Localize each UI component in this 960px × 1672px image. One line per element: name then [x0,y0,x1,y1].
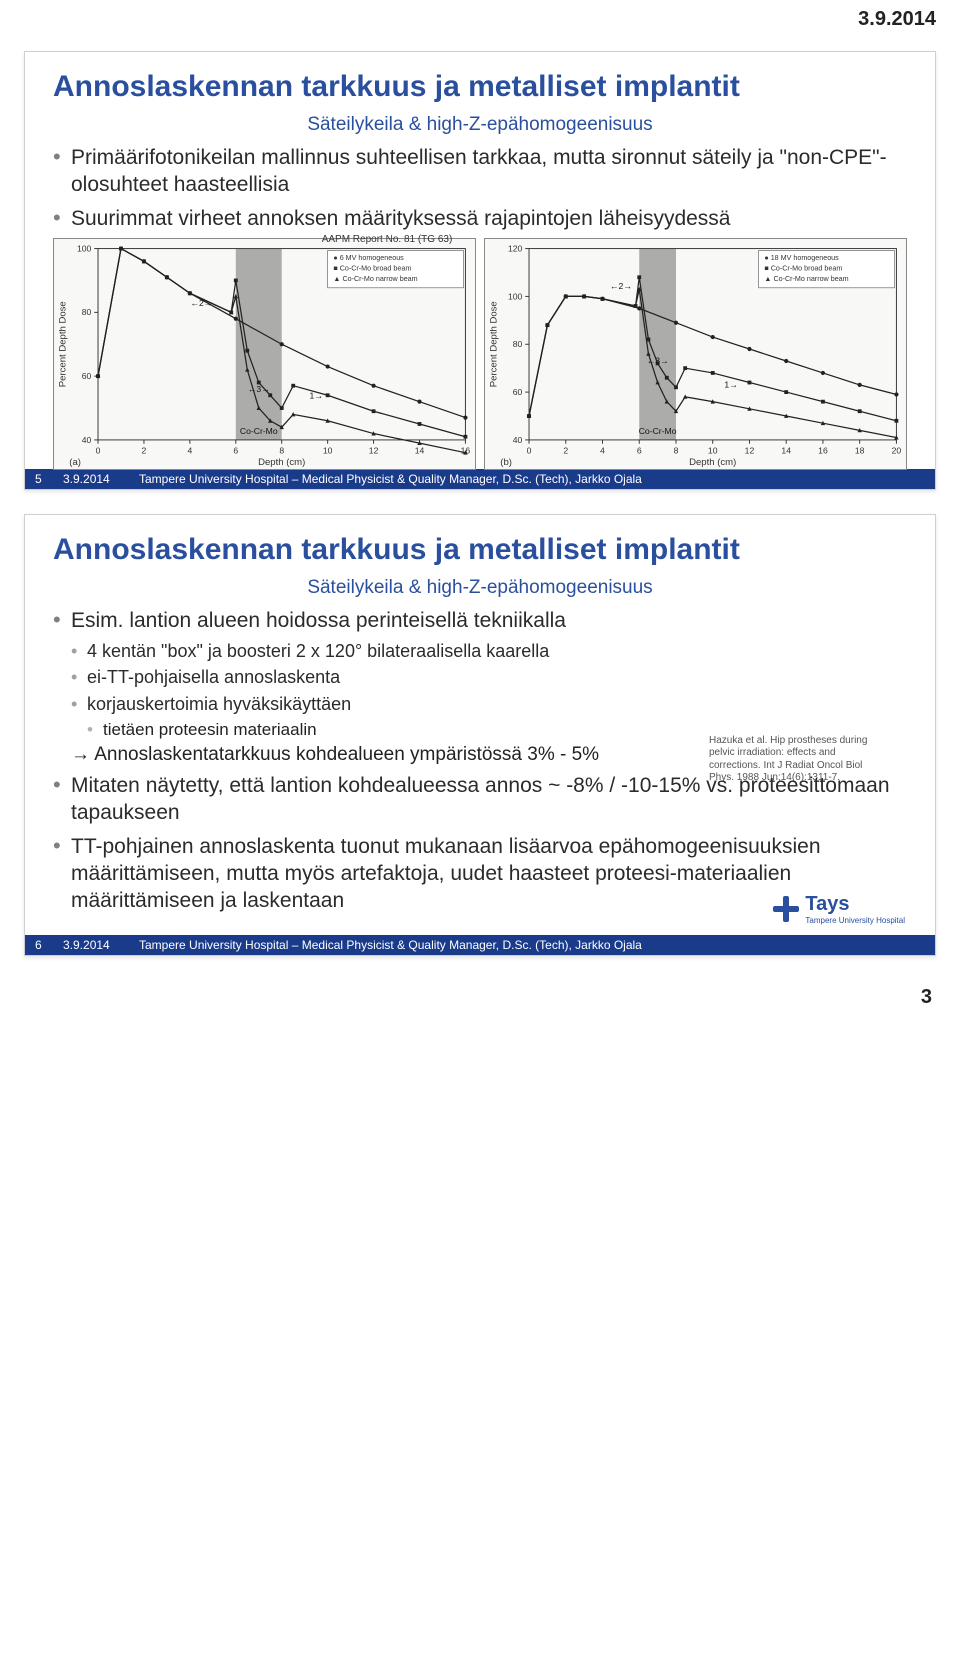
svg-text:(b): (b) [500,457,512,468]
chart-panel-b: 0 2 4 6 8 10 12 14 16 18 20 40 60 80 100 120 Depth (cm) P… [484,238,907,470]
svg-text:0: 0 [96,445,101,455]
page-date-top: 3.9.2014 [0,0,960,35]
svg-text:100: 100 [508,291,523,301]
page-number-bottom: 3 [0,980,960,1017]
svg-text:10: 10 [708,445,718,455]
svg-text:Percent Depth Dose: Percent Depth Dose [488,301,499,387]
chart-panel-a: 0246810121416406080100Depth (cm)Percent … [53,238,476,470]
slide6-s3: korjauskertoimia hyväksikäyttäen [71,693,907,716]
svg-text:12: 12 [745,445,755,455]
svg-text:(a): (a) [69,457,81,468]
svg-text:● 6 MV homogeneous: ● 6 MV homogeneous [333,254,404,262]
slide6-s1: 4 kentän "box" ja boosteri 2 x 120° bila… [71,640,907,663]
slide6-title: Annoslaskennan tarkkuus ja metalliset im… [53,533,907,567]
svg-text:14: 14 [415,445,425,455]
svg-text:120: 120 [508,243,523,253]
svg-text:0: 0 [527,445,532,455]
slide6-footer: 6 3.9.2014 Tampere University Hospital –… [25,935,935,955]
slide5-footer-date: 3.9.2014 [63,472,125,486]
svg-text:2: 2 [563,445,568,455]
svg-text:Co-Cr-Mo: Co-Cr-Mo [639,426,677,436]
svg-text:←2→: ←2→ [610,281,632,291]
slide5-number: 5 [35,472,49,486]
svg-text:6: 6 [637,445,642,455]
svg-text:80: 80 [513,339,523,349]
svg-text:←3→: ←3→ [647,355,669,365]
svg-text:● 18 MV homogeneous: ● 18 MV homogeneous [764,254,839,262]
slide6-b2: Mitaten näytetty, että lantion kohdealue… [53,772,907,827]
svg-text:■ Co-Cr-Mo broad beam: ■ Co-Cr-Mo broad beam [333,264,411,272]
svg-text:6: 6 [233,445,238,455]
svg-text:Depth (cm): Depth (cm) [258,457,305,468]
slide5-footer: 5 3.9.2014 Tampere University Hospital –… [25,469,935,489]
svg-text:Percent Depth Dose: Percent Depth Dose [57,301,68,387]
svg-text:40: 40 [513,435,523,445]
svg-text:16: 16 [818,445,828,455]
svg-text:20: 20 [892,445,902,455]
svg-text:10: 10 [323,445,333,455]
tays-label: Tays [805,893,849,915]
svg-text:60: 60 [513,387,523,397]
svg-text:8: 8 [279,445,284,455]
svg-text:12: 12 [369,445,379,455]
svg-text:8: 8 [674,445,679,455]
svg-text:←3→: ←3→ [248,384,270,394]
svg-text:Depth (cm): Depth (cm) [689,457,736,468]
slide6-footer-date: 3.9.2014 [63,938,125,952]
svg-text:18: 18 [855,445,865,455]
svg-text:60: 60 [82,371,92,381]
svg-text:1→: 1→ [309,390,322,400]
svg-text:■ Co-Cr-Mo broad beam: ■ Co-Cr-Mo broad beam [764,264,842,272]
svg-text:2: 2 [142,445,147,455]
slide-5: Annoslaskennan tarkkuus ja metalliset im… [24,51,936,490]
slide6-number: 6 [35,938,49,952]
svg-text:14: 14 [781,445,791,455]
slide5-bullet-1: Primäärifotonikeilan mallinnus suhteelli… [53,144,907,199]
slide6-subtitle: Säteilykeila & high-Z-epähomogeenisuus [53,577,907,599]
svg-text:4: 4 [600,445,605,455]
slide6-footer-text: Tampere University Hospital – Medical Ph… [139,938,925,952]
slide6-s2: ei-TT-pohjaisella annoslaskenta [71,666,907,689]
svg-text:▲ Co-Cr-Mo narrow beam: ▲ Co-Cr-Mo narrow beam [333,275,417,283]
svg-text:100: 100 [77,243,92,253]
chart-caption: AAPM Report No. 81 (TG 63) [0,234,807,245]
slide6-b1: Esim. lantion alueen hoidossa perinteise… [53,607,907,634]
slide-6: Annoslaskennan tarkkuus ja metalliset im… [24,514,936,956]
tays-sub: Tampere University Hospital [805,916,905,925]
slide6-ss1: tietäen proteesin materiaalin [87,719,907,741]
svg-text:1→: 1→ [724,379,737,389]
slide5-title: Annoslaskennan tarkkuus ja metalliset im… [53,70,907,104]
svg-text:▲ Co-Cr-Mo narrow beam: ▲ Co-Cr-Mo narrow beam [764,275,848,283]
svg-text:4: 4 [187,445,192,455]
svg-text:Co-Cr-Mo: Co-Cr-Mo [240,426,278,436]
tays-plus-icon [773,896,799,922]
svg-text:←2→: ←2→ [190,298,212,308]
svg-text:40: 40 [82,435,92,445]
svg-text:80: 80 [82,307,92,317]
chart-row: 0246810121416406080100Depth (cm)Percent … [53,238,907,470]
tays-logo: Tays Tampere University Hospital [773,893,905,925]
slide5-subtitle: Säteilykeila & high-Z-epähomogeenisuus [53,114,907,136]
slide5-footer-text: Tampere University Hospital – Medical Ph… [139,472,925,486]
slide5-bullet-2: Suurimmat virheet annoksen määrityksessä… [53,205,907,232]
